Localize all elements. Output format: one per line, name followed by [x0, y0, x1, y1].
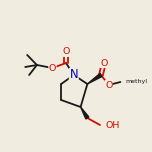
Text: N: N: [69, 69, 78, 81]
Text: methyl: methyl: [126, 79, 148, 85]
Text: O: O: [49, 64, 56, 73]
Text: O: O: [100, 59, 108, 67]
Polygon shape: [81, 107, 89, 119]
Text: O: O: [105, 81, 112, 90]
Text: OH: OH: [106, 121, 120, 130]
Text: O: O: [62, 47, 70, 57]
Polygon shape: [87, 73, 102, 84]
